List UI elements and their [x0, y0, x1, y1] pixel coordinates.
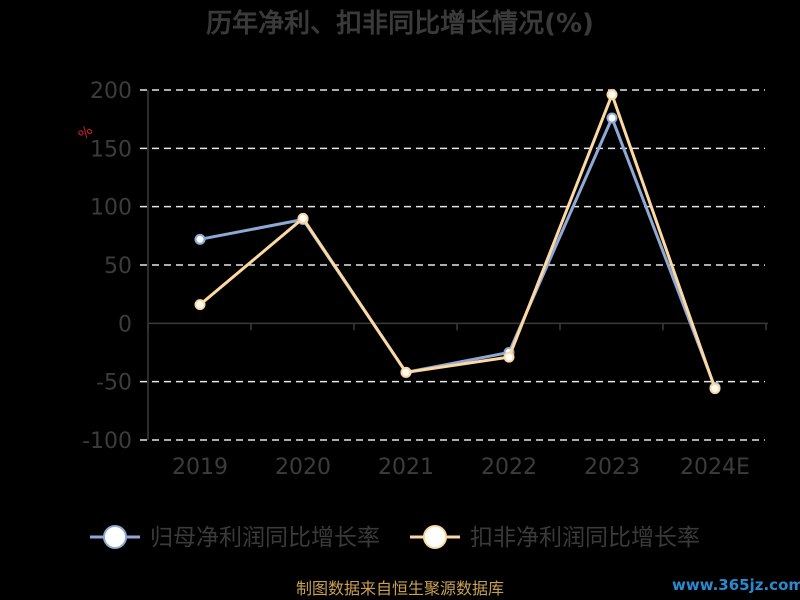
- y-tick-label: 150: [90, 137, 132, 162]
- legend-label-series-2: 扣非净利润同比增长率: [470, 525, 700, 551]
- x-tick-label: 2020: [275, 455, 331, 480]
- x-axis-tick-marks: [147, 323, 767, 331]
- source-note: 制图数据来自恒生聚源数据库: [296, 579, 504, 598]
- y-tick-label: -100: [82, 429, 132, 454]
- series-1-point[interactable]: [194, 233, 206, 245]
- legend-item-series-2[interactable]: 扣非净利润同比增长率: [410, 525, 700, 551]
- series-1: [194, 112, 721, 393]
- legend-item-series-1[interactable]: 归母净利润同比增长率: [90, 525, 380, 551]
- series-2: [194, 89, 721, 395]
- series-lines: [194, 89, 721, 395]
- watermark: www.365jz.com: [672, 576, 800, 594]
- y-tick-label: 0: [118, 312, 132, 337]
- series-2-point[interactable]: [606, 89, 618, 101]
- y-tick-label: 50: [104, 254, 132, 279]
- grid-lines: [140, 89, 765, 441]
- series-2-point[interactable]: [503, 351, 515, 363]
- series-2-line: [199, 93, 717, 390]
- x-tick-label: 2021: [378, 455, 434, 480]
- y-axis-ticks: 200 150 100 50 0 -50 -100: [82, 79, 132, 454]
- chart-title: 历年净利、扣非同比增长情况(%): [206, 8, 594, 39]
- x-tick-label: 2019: [172, 455, 228, 480]
- legend-marker-series-1: [103, 525, 127, 549]
- y-tick-label: 100: [90, 196, 132, 221]
- legend: 归母净利润同比增长率 扣非净利润同比增长率: [90, 525, 700, 551]
- x-tick-label: 2023: [584, 455, 640, 480]
- series-1-point[interactable]: [606, 112, 618, 124]
- y-tick-label: 200: [90, 79, 132, 104]
- series-2-point[interactable]: [297, 212, 309, 224]
- series-2-point[interactable]: [194, 299, 206, 311]
- series-1-line: [199, 116, 717, 389]
- x-tick-label: 2024E: [680, 455, 750, 480]
- y-tick-label: -50: [96, 371, 132, 396]
- series-2-point[interactable]: [709, 383, 721, 395]
- legend-marker-series-2: [423, 525, 447, 549]
- legend-label-series-1: 归母净利润同比增长率: [150, 525, 380, 551]
- x-axis-ticks: 2019 2020 2021 2022 2023 2024E: [172, 455, 750, 480]
- x-tick-label: 2022: [481, 455, 537, 480]
- series-2-point[interactable]: [400, 366, 412, 378]
